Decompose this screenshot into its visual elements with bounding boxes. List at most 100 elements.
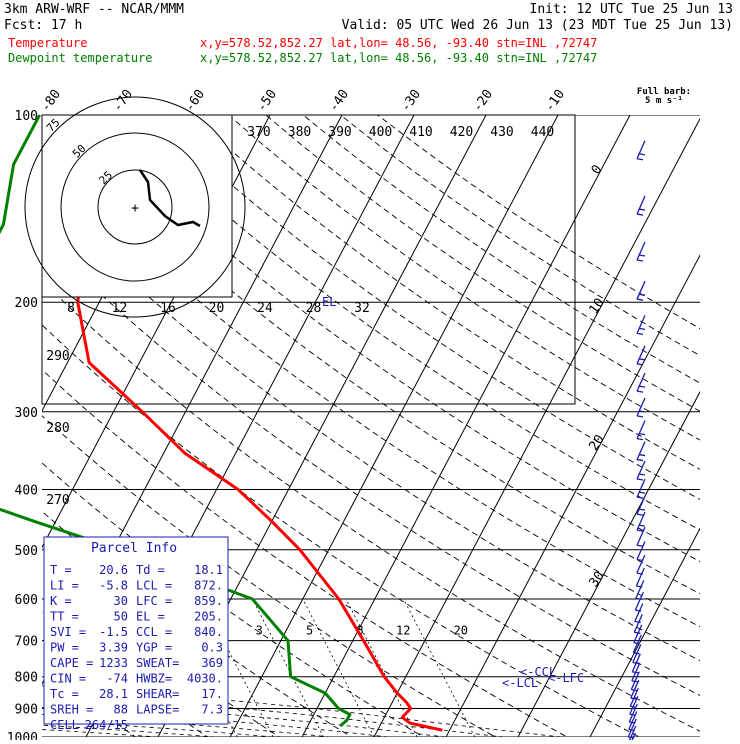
wind-barb-staff [637, 479, 645, 497]
parcel-label-right: Td = [136, 563, 165, 577]
dry-adiabat-line [378, 115, 740, 740]
theta-left-label: 280 [46, 421, 69, 436]
speed-axis-label: 12 [112, 301, 128, 316]
parcel-label-left: T = [50, 563, 72, 577]
parcel-label-left: Tc = [50, 687, 79, 701]
wind-barb-flag [639, 154, 645, 155]
parcel-label-right: LCL = [136, 579, 172, 593]
theta-left-label: 290 [46, 349, 69, 364]
parcel-value-left: 28.1 [99, 687, 128, 701]
parcel-value-left: 1233 [99, 656, 128, 670]
temperature-tick-label: -30 [398, 87, 424, 115]
wind-barb-flag [637, 497, 643, 498]
wind-barb-staff [633, 635, 641, 653]
parcel-value-right: 0.3 [201, 641, 223, 655]
isotherm-line [583, 87, 740, 740]
temperature-tick-label: -70 [110, 87, 136, 115]
wind-barb-flag [637, 364, 643, 365]
theta-label: 410 [409, 125, 432, 140]
parcel-label-right: CCL = [136, 625, 172, 639]
parcel-label-right: YGP = [136, 641, 172, 655]
isotherm-line [439, 87, 740, 740]
mixing-ratio-label: 20 [454, 624, 468, 638]
theta-label: 420 [450, 125, 473, 140]
isotherm-line [511, 87, 740, 740]
temperature-tick-label: -20 [470, 87, 496, 115]
temperature-legend-label: Temperature [8, 36, 87, 50]
wind-barb-flag [639, 455, 645, 456]
wind-barb-staff [637, 496, 645, 514]
wind-barb-staff [637, 442, 645, 460]
isotherm-line [295, 87, 645, 740]
parcel-value-left: 20.6 [99, 563, 128, 577]
parcel-value-left: 88 [114, 703, 128, 717]
wind-barb-flag [639, 209, 645, 210]
wind-barb-flag [639, 255, 645, 256]
parcel-value-left: -5.8 [99, 579, 128, 593]
parcel-label-left: CAPE = [50, 656, 93, 670]
wind-barb-flag [639, 359, 645, 360]
theta-label: 370 [247, 125, 270, 140]
speed-axis-label: 20 [209, 301, 225, 316]
wind-barb-flag [639, 509, 645, 510]
wind-barb-staff [637, 315, 645, 333]
parcel-value-left: -74 [106, 672, 128, 686]
wind-barb-flag [637, 545, 643, 546]
mixing-ratio-line [346, 599, 417, 737]
wind-barb-flag [639, 386, 645, 387]
parcel-label-right: SWEAT= [136, 656, 179, 670]
parcel-label-left: SREH = [50, 703, 93, 717]
dry-adiabat-line [340, 115, 740, 740]
parcel-value-right: 840. [194, 625, 223, 639]
temperature-legend-info: x,y=578.52,852.27 lat,lon= 48.56, -93.40… [200, 36, 597, 50]
barb-legend-line2: 5 m s⁻¹ [645, 96, 683, 106]
forecast-hour: Fcst: 17 h [4, 18, 82, 33]
parcel-value-right: 7.3 [201, 703, 223, 717]
parcel-value-right: 872. [194, 579, 223, 593]
parcel-label-right: EL = [136, 610, 165, 624]
header-block: 3km ARW-WRF -- NCAR/MMM Init: 12 UTC Tue… [4, 2, 733, 106]
wind-barb-flag [639, 492, 645, 493]
theta-label: 430 [490, 125, 513, 140]
speed-axis-label: 24 [257, 301, 273, 316]
valid-time: Valid: 05 UTC Wed 26 Jun 13 (23 MDT Tue … [342, 18, 733, 33]
wind-barb-staff [637, 196, 645, 214]
parcel-label-left: CIN = [50, 672, 86, 686]
parcel-label-left: LI = [50, 579, 79, 593]
dewpoint-legend-label: Dewpoint temperature [8, 51, 153, 65]
model-title: 3km ARW-WRF -- NCAR/MMM [4, 2, 184, 17]
parcel-value-left: 50 [114, 610, 128, 624]
parcel-label-left: PW = [50, 641, 79, 655]
theta-label: 380 [288, 125, 311, 140]
wind-barb-flag [637, 333, 643, 334]
parcel-value-left: 3.39 [99, 641, 128, 655]
theta-left-label: 270 [46, 493, 69, 508]
mixing-ratio-label: 3 [256, 624, 263, 638]
wind-barb-flag [637, 260, 643, 261]
parcel-value-right: 369 [201, 656, 223, 670]
parcel-value-right: 205. [194, 610, 223, 624]
wind-barb-staff [637, 461, 645, 479]
temperature-tick-label: -10 [542, 87, 568, 115]
parcel-label-right: LFC = [136, 594, 172, 608]
parcel-value-left: -1.5 [99, 625, 128, 639]
wind-barb-flag [637, 460, 643, 461]
lcl-annotation: <-LCL [502, 676, 538, 690]
dry-adiabat-line [229, 115, 740, 740]
parcel-label-left: TT = [50, 610, 79, 624]
mixing-ratio-line [404, 599, 475, 737]
wind-barb-flag [639, 434, 645, 435]
parcel-value-left: 264/15 [85, 718, 128, 732]
dry-adiabat-line [266, 115, 740, 740]
wind-barb-flag [634, 632, 640, 633]
parcel-label-left: SVI = [50, 625, 86, 639]
wind-barb-flag [639, 294, 645, 295]
speed-axis-label: 28 [306, 301, 322, 316]
wind-barb-flag [635, 621, 641, 622]
theta-label: 390 [328, 125, 351, 140]
pressure-tick-label: 200 [15, 296, 38, 311]
parcel-value-right: 4030. [187, 672, 223, 686]
mixing-ratio-label: 12 [396, 624, 410, 638]
parcel-label-left: K = [50, 594, 72, 608]
